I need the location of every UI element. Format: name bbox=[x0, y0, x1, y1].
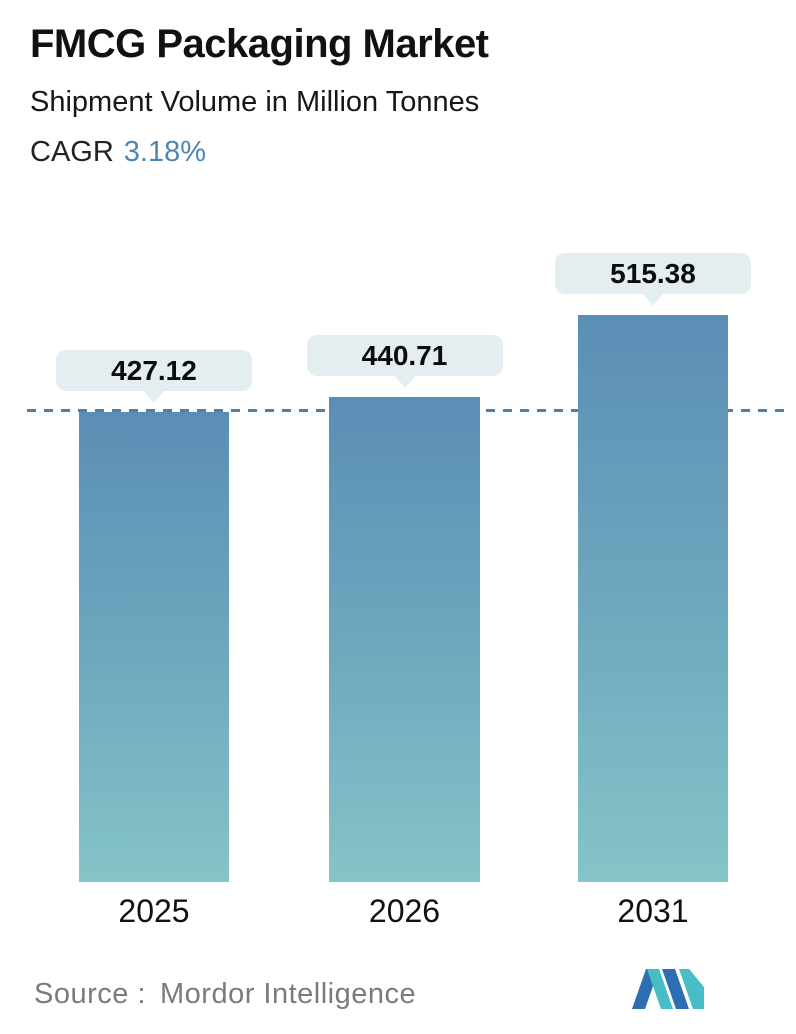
axis-label-2026: 2026 bbox=[368, 893, 441, 929]
cagr-label: CAGR bbox=[30, 136, 114, 168]
source-label: Source : bbox=[34, 978, 146, 1010]
bar-2031 bbox=[578, 315, 728, 882]
bar-2025 bbox=[79, 412, 229, 882]
axis-label-2031: 2031 bbox=[617, 893, 689, 929]
bar-2026 bbox=[329, 397, 480, 882]
cagr-line: CAGR 3.18% bbox=[30, 136, 206, 169]
bar-group-2026: 440.71 bbox=[306, 335, 503, 882]
value-label: 440.71 bbox=[361, 339, 448, 371]
axis-label-2025: 2025 bbox=[118, 893, 190, 929]
page-title: FMCG Packaging Market bbox=[30, 22, 489, 66]
value-label: 515.38 bbox=[610, 257, 696, 289]
bar-group-2031: 515.38 bbox=[555, 253, 751, 882]
source-line: Source : Mordor Intelligence bbox=[34, 978, 416, 1011]
chart-subtitle: Shipment Volume in Million Tonnes bbox=[30, 86, 480, 118]
source-value: Mordor Intelligence bbox=[160, 978, 417, 1010]
value-label-pill-2026: 440.71 bbox=[306, 335, 503, 376]
bar-group-2025: 427.12 bbox=[56, 350, 252, 882]
value-label-pill-2025: 427.12 bbox=[56, 350, 252, 391]
mordor-intelligence-logo bbox=[632, 969, 704, 1009]
cagr-value: 3.18% bbox=[123, 136, 207, 168]
value-label: 427.12 bbox=[111, 354, 197, 386]
value-label-pill-2031: 515.38 bbox=[555, 253, 751, 294]
